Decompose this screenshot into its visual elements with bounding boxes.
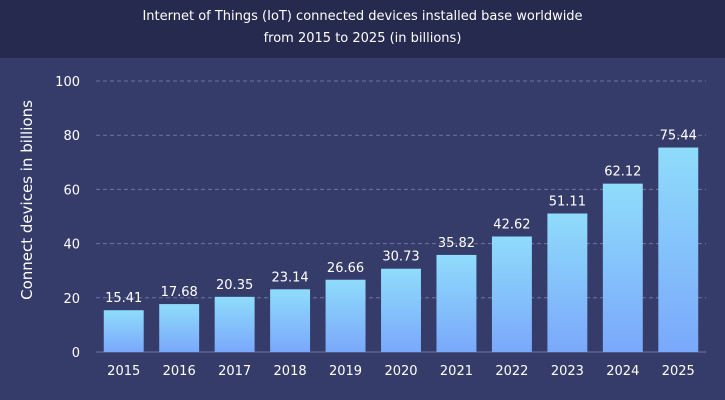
- x-tick-label-2016: 2016: [163, 364, 196, 379]
- bar-2024: [602, 183, 643, 352]
- data-label-2021: 35.82: [438, 236, 475, 251]
- chart-title-bar: Internet of Things (IoT) connected devic…: [0, 0, 725, 58]
- bar-2016: [159, 304, 200, 352]
- bar-2015: [103, 310, 144, 352]
- data-label-2018: 23.14: [271, 270, 308, 285]
- x-tick-label-2024: 2024: [606, 364, 639, 379]
- data-label-2019: 26.66: [327, 261, 364, 276]
- x-tick-label-2020: 2020: [384, 364, 417, 379]
- data-label-2015: 15.41: [105, 291, 142, 306]
- y-axis-label: Connect devices in billions: [18, 100, 36, 300]
- y-tick-label: 80: [63, 129, 80, 144]
- data-label-2025: 75.44: [660, 129, 697, 144]
- y-tick-label: 40: [63, 238, 80, 253]
- chart-title: Internet of Things (IoT) connected devic…: [142, 9, 583, 24]
- bar-2025: [658, 147, 699, 352]
- y-axis-ticks: 0 20 40 60 80 100: [55, 75, 80, 361]
- data-label-2017: 20.35: [216, 278, 253, 293]
- x-tick-label-2017: 2017: [218, 364, 251, 379]
- y-tick-label: 20: [63, 292, 80, 307]
- data-labels: 15.41 17.68 20.35 23.14 26.66 30.73 35.82 42.62…: [105, 129, 697, 307]
- x-tick-label-2015: 2015: [107, 364, 140, 379]
- bar-2018: [270, 289, 311, 352]
- data-label-2016: 17.68: [161, 285, 198, 300]
- y-tick-label: 100: [55, 75, 80, 90]
- data-label-2023: 51.11: [549, 194, 586, 209]
- bar-2019: [325, 279, 366, 352]
- bar-2022: [491, 236, 532, 352]
- bar-2020: [381, 268, 421, 352]
- x-tick-label-2023: 2023: [551, 364, 584, 379]
- x-tick-label-2021: 2021: [440, 364, 473, 379]
- x-tick-label-2018: 2018: [274, 364, 307, 379]
- x-tick-label-2019: 2019: [329, 364, 362, 379]
- bar-2023: [547, 213, 588, 352]
- chart-subtitle: from 2015 to 2025 (in billions): [263, 31, 462, 46]
- x-tick-label-2025: 2025: [662, 364, 695, 379]
- data-label-2022: 42.62: [493, 217, 530, 232]
- bar-2017: [214, 296, 255, 352]
- x-tick-label-2022: 2022: [495, 364, 528, 379]
- y-tick-label: 60: [63, 183, 80, 198]
- y-tick-label: 0: [72, 346, 80, 361]
- bar-2021: [436, 254, 477, 352]
- data-label-2024: 62.12: [604, 165, 641, 180]
- data-label-2020: 30.73: [382, 250, 419, 265]
- x-axis-ticks: 2015 2016 2017 2018 2019 2020 2021 2022 2023 2024…: [107, 364, 695, 379]
- bars: [103, 147, 699, 352]
